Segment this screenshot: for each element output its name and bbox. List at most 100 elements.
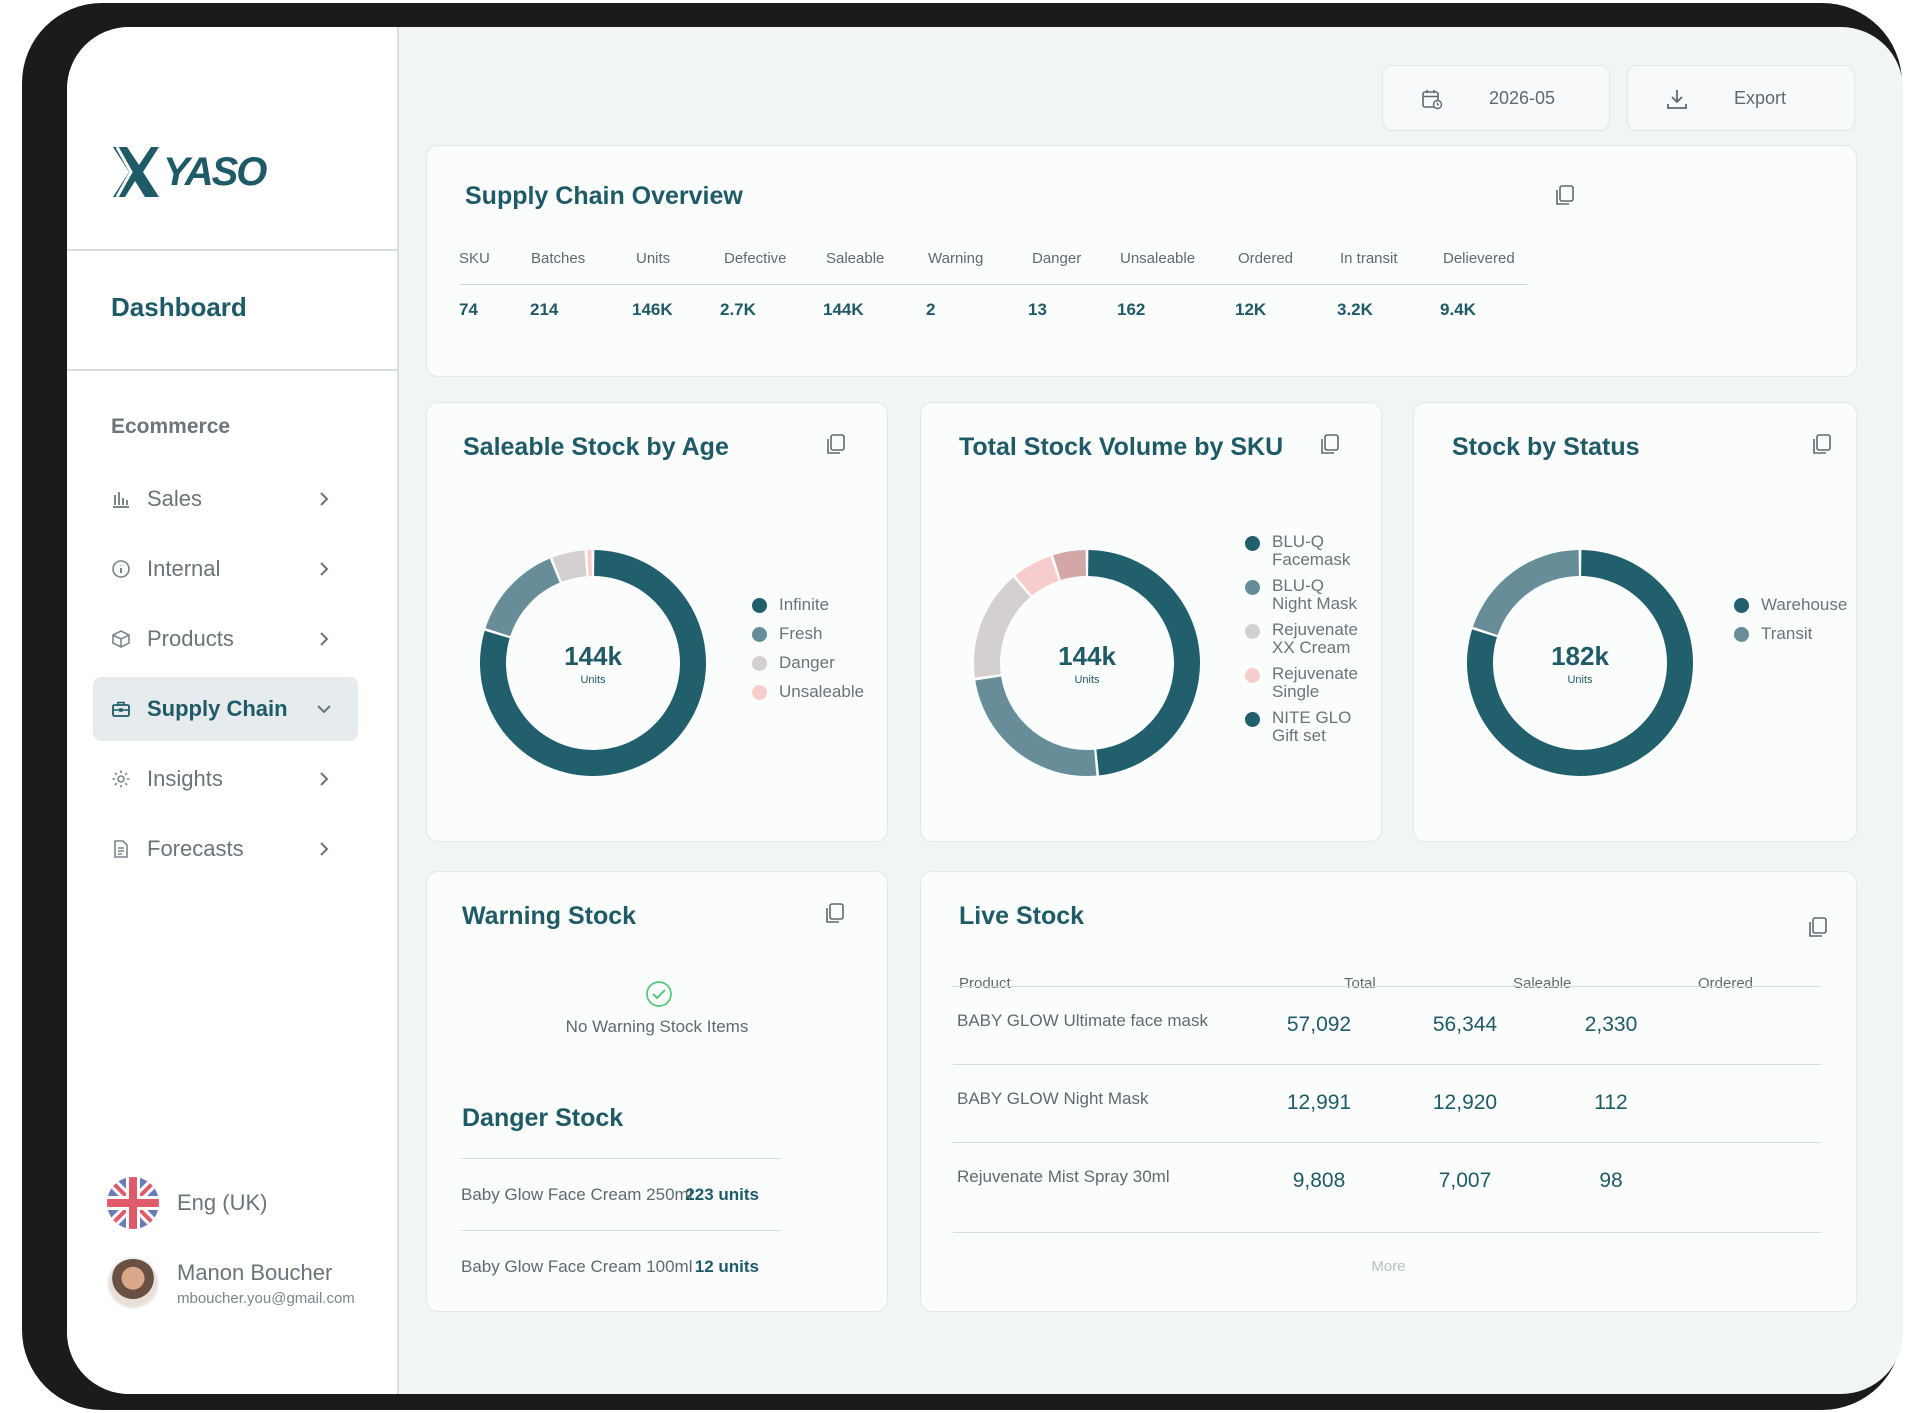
total-value: 57,092 — [1286, 1013, 1352, 1036]
supply-chain-overview-card: Supply Chain Overview SKU Batches Units Def… — [426, 145, 1857, 377]
column-header: Saleable — [826, 250, 885, 267]
legend-label: Transit — [1761, 624, 1813, 643]
copy-icon[interactable] — [1319, 433, 1341, 455]
product-name: BABY GLOW Night Mask — [957, 1089, 1149, 1108]
chart-legend: Infinite Fresh Danger Unsaleable — [752, 595, 864, 711]
device-frame: YASO Dashboard Ecommerce Sales Internal — [22, 3, 1903, 1410]
legend-item[interactable]: Infinite — [752, 595, 864, 614]
donut-slice-danger[interactable] — [552, 550, 587, 582]
page-title[interactable]: Dashboard — [111, 292, 247, 322]
legend-item[interactable]: BLU-Q Night Mask — [1245, 577, 1362, 613]
legend-swatch — [752, 656, 767, 671]
legend-swatch — [1734, 598, 1749, 613]
legend-label: Infinite — [779, 595, 830, 614]
column-header: Product — [959, 975, 1011, 992]
card-title: Warning Stock — [462, 902, 637, 930]
more-link[interactable]: More — [1371, 1258, 1406, 1275]
donut-center-value: 144k — [564, 641, 622, 671]
language-selector[interactable]: Eng (UK) — [107, 1177, 267, 1229]
metric-value: 2 — [926, 300, 936, 319]
ordered-value: 98 — [1599, 1169, 1623, 1192]
table-row[interactable]: Rejuvenate Mist Spray 30ml 9,808 7,007 98 — [953, 1142, 1821, 1220]
legend-item[interactable]: Transit — [1734, 624, 1847, 643]
donut-slice-rejuvenate-xx-cream[interactable] — [974, 577, 1031, 678]
sidebar-item-supply-chain[interactable]: Supply Chain — [93, 677, 358, 741]
check-circle-icon — [646, 981, 672, 1007]
column-header: In transit — [1340, 250, 1398, 267]
list-item[interactable]: Baby Glow Face Cream 100ml 12 units — [461, 1230, 781, 1302]
legend-label: Unsaleable — [779, 682, 865, 701]
chevron-right-icon — [320, 772, 329, 786]
total-stock-by-sku-card: Total Stock Volume by SKU 144k Units BLU… — [920, 402, 1382, 842]
legend-label: Rejuvenate Single — [1272, 664, 1359, 701]
copy-icon[interactable] — [1811, 433, 1833, 455]
donut-chart — [480, 550, 706, 776]
user-email: mboucher.you@gmail.com — [177, 1289, 355, 1307]
chevron-right-icon — [320, 562, 329, 576]
donut-slice-blu-q-facemask[interactable] — [1088, 550, 1200, 776]
table-row[interactable]: BABY GLOW Ultimate face mask 57,092 56,344… — [953, 986, 1821, 1064]
legend-swatch — [1734, 627, 1749, 642]
date-picker-button[interactable]: 2026-05 — [1382, 65, 1610, 131]
sidebar: YASO Dashboard Ecommerce Sales Internal — [67, 27, 399, 1394]
briefcase-icon — [111, 699, 131, 719]
legend-item[interactable]: NITE GLO Gift set — [1245, 709, 1362, 745]
sidebar-item-insights[interactable]: Insights — [93, 747, 358, 811]
card-title: Saleable Stock by Age — [463, 433, 729, 461]
donut-slice-nite-glo-gift-set[interactable] — [1053, 550, 1086, 581]
legend-swatch — [1245, 668, 1260, 683]
calendar-icon — [1422, 90, 1443, 110]
sidebar-item-forecasts[interactable]: Forecasts — [93, 817, 358, 881]
legend-swatch — [1245, 536, 1260, 551]
donut-slice-unsaleable[interactable] — [587, 550, 592, 577]
user-profile[interactable]: Manon Boucher mboucher.you@gmail.com — [107, 1257, 355, 1309]
legend-swatch — [1245, 580, 1260, 595]
legend-item[interactable]: Unsaleable — [752, 682, 864, 701]
logo[interactable]: YASO — [111, 145, 267, 199]
donut-slice-fresh[interactable] — [485, 558, 560, 637]
app-screen: YASO Dashboard Ecommerce Sales Internal — [67, 27, 1903, 1394]
metric-value: 3.2K — [1337, 300, 1373, 319]
bar-chart-icon — [111, 489, 131, 509]
column-header: Danger — [1032, 250, 1082, 267]
legend-item[interactable]: Rejuvenate XX Cream — [1245, 621, 1362, 657]
avatar — [107, 1257, 159, 1309]
saleable-value: 7,007 — [1438, 1169, 1492, 1192]
chart-legend: BLU-Q Facemask BLU-Q Night Mask Rejuvenate… — [1245, 533, 1362, 753]
legend-swatch — [752, 627, 767, 642]
donut-center-unit: Units — [580, 674, 606, 686]
table-row[interactable]: BABY GLOW Night Mask 12,991 12,920 112 — [953, 1064, 1821, 1142]
saleable-value: 12,920 — [1432, 1091, 1498, 1114]
list-item[interactable]: Baby Glow Face Cream 250ml 223 units — [461, 1158, 781, 1230]
divider — [67, 369, 399, 371]
sidebar-item-internal[interactable]: Internal — [93, 537, 358, 601]
legend-label: BLU-Q Night Mask — [1272, 576, 1358, 613]
uk-flag-icon — [107, 1177, 159, 1229]
column-header: Delievered — [1443, 250, 1515, 267]
sidebar-item-sales[interactable]: Sales — [93, 467, 358, 531]
export-button[interactable]: Export — [1627, 65, 1855, 131]
stock-by-status-card: Stock by Status 182k Units Warehouse Tran… — [1413, 402, 1857, 842]
copy-icon[interactable] — [824, 902, 846, 924]
donut-slice-rejuvenate-single[interactable] — [1015, 556, 1059, 596]
legend-item[interactable]: Danger — [752, 653, 864, 672]
donut-slice-transit[interactable] — [1472, 550, 1579, 636]
live-stock-card: Live Stock Product Total Saleable Ordere… — [920, 871, 1857, 1312]
legend-item[interactable]: Warehouse — [1734, 595, 1847, 614]
donut-slice-blu-q-night-mask[interactable] — [975, 676, 1097, 776]
copy-icon[interactable] — [825, 433, 847, 455]
legend-label: Warehouse — [1761, 595, 1848, 614]
chevron-right-icon — [320, 632, 329, 646]
card-title: Stock by Status — [1452, 433, 1640, 461]
sidebar-item-products[interactable]: Products — [93, 607, 358, 671]
ordered-value: 112 — [1594, 1091, 1628, 1114]
legend-item[interactable]: BLU-Q Facemask — [1245, 533, 1362, 569]
legend-item[interactable]: Rejuvenate Single — [1245, 665, 1362, 701]
divider — [953, 1232, 1821, 1233]
copy-icon[interactable] — [1554, 184, 1576, 206]
copy-icon[interactable] — [1807, 916, 1829, 938]
sidebar-item-label: Forecasts — [147, 836, 244, 861]
sidebar-item-label: Internal — [147, 556, 221, 581]
ordered-value: 2,330 — [1584, 1013, 1638, 1036]
legend-item[interactable]: Fresh — [752, 624, 864, 643]
